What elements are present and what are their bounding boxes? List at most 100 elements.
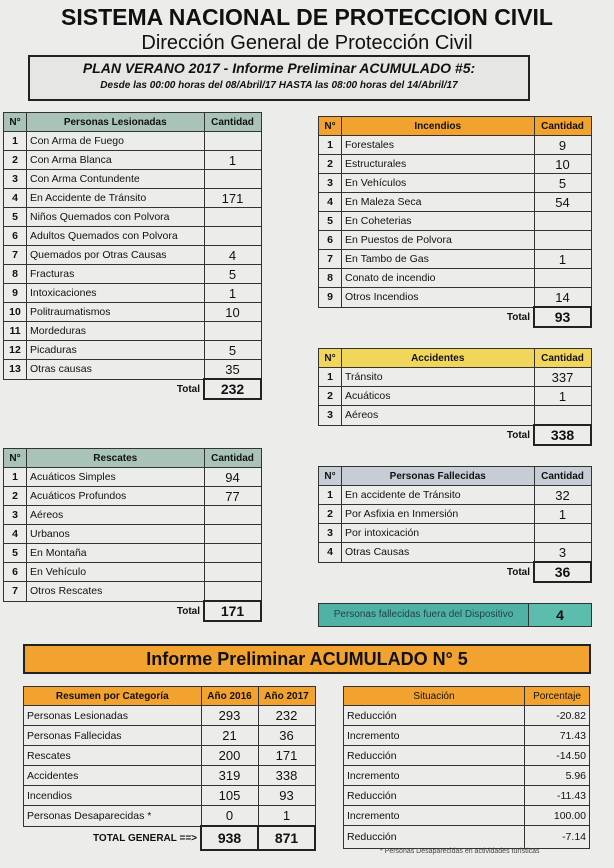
row-number: 2 <box>3 150 27 170</box>
footnote: * Personas Desaparecidas en actividades … <box>380 848 540 855</box>
value-2017: 36 <box>257 725 316 746</box>
table-row: 10 Politraumatismos 10 <box>3 302 262 322</box>
header-row: N° Incendios Cantidad <box>318 116 592 136</box>
row-quantity: 4 <box>203 245 262 265</box>
percentage-value: -14.50 <box>524 745 590 766</box>
table-row: 1 Forestales 9 <box>318 135 592 155</box>
column-header: Cantidad <box>203 448 262 468</box>
column-header: Año 2017 <box>257 686 316 706</box>
fallecidas-fuera-value: 4 <box>528 604 591 626</box>
total-value: 232 <box>203 378 262 400</box>
value-2017: 93 <box>257 785 316 806</box>
table-row: 8 Fracturas 5 <box>3 264 262 284</box>
row-quantity: 9 <box>533 135 592 155</box>
org-title: SISTEMA NACIONAL DE PROTECCION CIVIL <box>61 4 553 30</box>
table-row: Personas Lesionadas 293 232 <box>23 705 316 726</box>
situation-label: Reducción <box>343 705 525 726</box>
total-value: 93 <box>533 306 592 328</box>
percentage-value: -7.14 <box>524 825 590 849</box>
table-rescates: N° Rescates Cantidad 1 Acuáticos Simples 94 2 A… <box>3 448 262 622</box>
table-row: 7 Quemados por Otras Causas 4 <box>3 245 262 265</box>
row-number: 5 <box>3 543 27 563</box>
row-label: Quemados por Otras Causas <box>26 245 205 265</box>
total-value: 338 <box>533 424 592 446</box>
table-row: 13 Otras causas 35 <box>3 359 262 380</box>
row-number: 4 <box>318 192 342 212</box>
column-header: Cantidad <box>203 112 262 132</box>
row-quantity <box>203 131 262 151</box>
row-number: 10 <box>3 302 27 322</box>
row-label: Con Arma de Fuego <box>26 131 205 151</box>
total-label: Total <box>506 311 530 323</box>
total-2017: 871 <box>257 825 316 851</box>
fallecidas-fuera-box: Personas fallecidas fuera del Dispositiv… <box>318 603 592 627</box>
row-label: En Tambo de Gas <box>341 249 535 269</box>
column-header: N° <box>318 466 342 486</box>
value-2016: 105 <box>200 785 259 806</box>
table-row: 9 Otros Incendios 14 <box>318 287 592 308</box>
row-label: Otras causas <box>26 359 205 380</box>
row-quantity: 1 <box>533 504 592 524</box>
row-number: 7 <box>318 249 342 269</box>
row-label: Adultos Quemados con Polvora <box>26 226 205 246</box>
row-number: 3 <box>318 173 342 193</box>
org-subtitle: Dirección General de Protección Civil <box>141 32 473 54</box>
row-label: Acuáticos <box>341 386 535 406</box>
value-2017: 171 <box>257 745 316 766</box>
row-number: 11 <box>3 321 27 341</box>
row-label: Aéreos <box>341 405 535 426</box>
row-number: 7 <box>3 245 27 265</box>
row-quantity <box>203 524 262 544</box>
row-number: 8 <box>318 268 342 288</box>
column-header: Año 2016 <box>200 686 259 706</box>
situation-label: Incremento <box>343 725 525 746</box>
row-label: Por Asfixia en Inmersión <box>341 504 535 524</box>
row-number: 12 <box>3 340 27 360</box>
row-label: Politraumatismos <box>26 302 205 322</box>
row-quantity <box>203 226 262 246</box>
row-label: Otras Causas <box>341 542 535 563</box>
row-number: 7 <box>3 581 27 602</box>
table-row: 2 Con Arma Blanca 1 <box>3 150 262 170</box>
total-value: 171 <box>203 600 262 622</box>
table-fallecidas: N° Personas Fallecidas Cantidad 1 En acciden… <box>318 466 592 583</box>
row-quantity: 94 <box>203 467 262 487</box>
row-quantity: 10 <box>533 154 592 174</box>
plan-box: PLAN VERANO 2017 - Informe Preliminar AC… <box>28 55 530 101</box>
total-row: Total 338 <box>319 424 592 446</box>
row-quantity: 77 <box>203 486 262 506</box>
value-2016: 21 <box>200 725 259 746</box>
row-label: Fracturas <box>26 264 205 284</box>
row-number: 6 <box>3 226 27 246</box>
table-row: 8 Conato de incendio <box>318 268 592 288</box>
row-quantity <box>203 543 262 563</box>
row-quantity: 5 <box>203 264 262 284</box>
category-label: Personas Desaparecidas * <box>23 805 202 827</box>
column-header: Incendios <box>341 116 535 136</box>
table-row: Accidentes 319 338 <box>23 765 316 786</box>
column-header: Rescates <box>26 448 205 468</box>
plan-title: PLAN VERANO 2017 - Informe Preliminar AC… <box>82 60 476 76</box>
table-row: 5 En Montaña <box>3 543 262 563</box>
row-number: 9 <box>3 283 27 303</box>
header-row: N° Rescates Cantidad <box>3 448 262 468</box>
column-header: Personas Lesionadas <box>26 112 205 132</box>
row-label: En Montaña <box>26 543 205 563</box>
row-label: Urbanos <box>26 524 205 544</box>
total-label: TOTAL GENERAL ==> <box>92 832 197 844</box>
row-label: En Coheterias <box>341 211 535 231</box>
total-label: Total <box>506 429 530 441</box>
row-number: 2 <box>318 504 342 524</box>
value-2016: 319 <box>200 765 259 786</box>
row-quantity: 32 <box>533 485 592 505</box>
total-2016: 938 <box>200 825 259 851</box>
row-label: En Puestos de Polvora <box>341 230 535 250</box>
table-accidentes: N° Accidentes Cantidad 1 Tránsito 337 2 Acuátic… <box>318 348 592 446</box>
row-number: 13 <box>3 359 27 380</box>
row-label: Con Arma Blanca <box>26 150 205 170</box>
row-number: 4 <box>3 524 27 544</box>
row-number: 4 <box>318 542 342 563</box>
situation-label: Reducción <box>343 825 525 849</box>
row-label: Picaduras <box>26 340 205 360</box>
row-quantity <box>203 562 262 582</box>
